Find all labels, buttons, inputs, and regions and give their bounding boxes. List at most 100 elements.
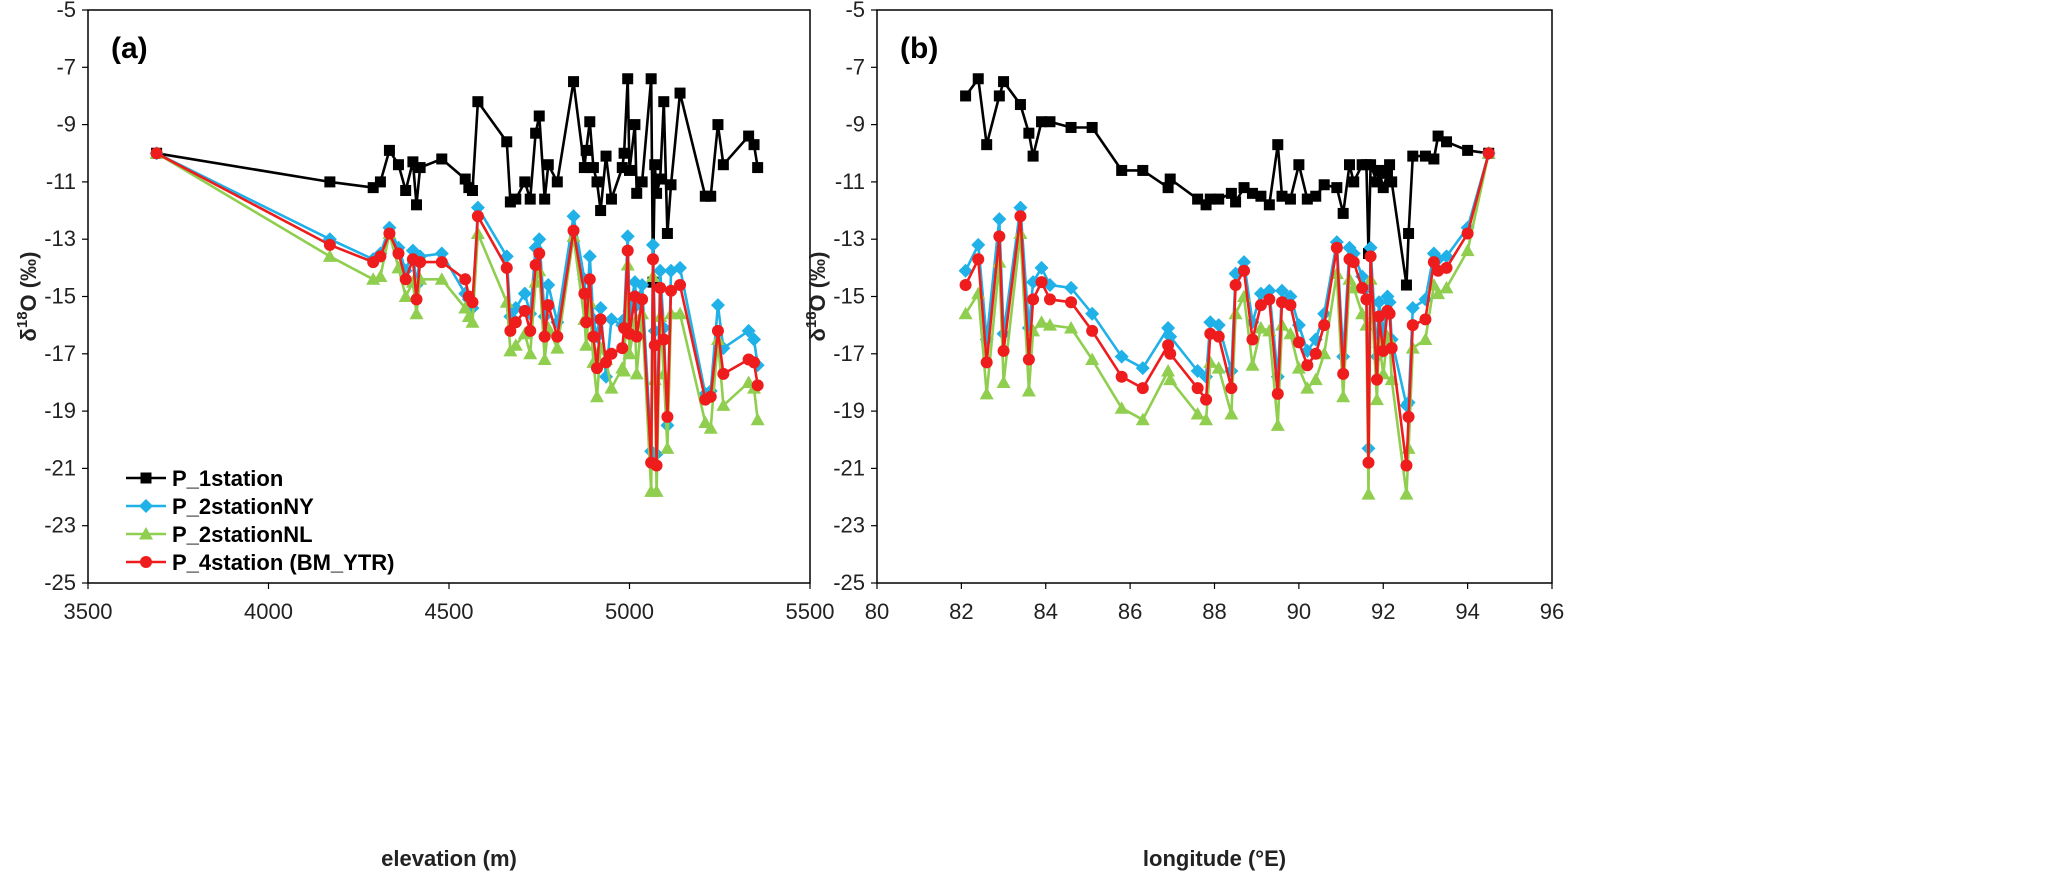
- data-point: [1164, 173, 1176, 185]
- data-point: [1238, 264, 1251, 277]
- y-tick-label: -17: [833, 341, 865, 366]
- data-point: [1136, 382, 1149, 395]
- data-point: [1406, 319, 1419, 332]
- data-point: [1163, 372, 1178, 386]
- y-tick-label: -21: [833, 455, 865, 480]
- data-point: [1192, 193, 1204, 205]
- data-point: [1270, 418, 1285, 431]
- legend-entry: P_2stationNY: [172, 494, 314, 519]
- data-point: [1482, 147, 1495, 160]
- data-point: [600, 356, 613, 369]
- data-point: [584, 116, 596, 128]
- data-point: [541, 278, 556, 293]
- data-point: [658, 96, 670, 108]
- data-point: [629, 119, 641, 131]
- data-point: [1065, 121, 1077, 133]
- data-point: [533, 110, 545, 122]
- legend-entry: P_1station: [172, 466, 283, 491]
- data-point: [1085, 352, 1100, 366]
- data-point: [1262, 283, 1277, 298]
- data-point: [591, 362, 604, 375]
- data-point: [383, 227, 396, 240]
- data-point: [1365, 159, 1377, 171]
- data-point: [998, 76, 1010, 88]
- data-point: [661, 410, 674, 423]
- data-point: [1225, 187, 1237, 199]
- data-point: [750, 412, 765, 426]
- data-point: [517, 286, 532, 301]
- data-point: [618, 147, 630, 159]
- data-point: [646, 253, 659, 266]
- data-point: [1405, 300, 1420, 315]
- data-point: [1211, 318, 1226, 333]
- data-point: [1200, 199, 1212, 211]
- data-point: [1441, 136, 1453, 148]
- data-point: [996, 375, 1011, 388]
- data-point: [1301, 359, 1314, 372]
- data-point: [624, 164, 635, 176]
- data-point: [1347, 256, 1360, 269]
- data-point: [524, 324, 537, 337]
- data-point: [651, 187, 663, 199]
- data-point: [1402, 410, 1415, 423]
- data-point: [413, 272, 428, 285]
- data-point: [636, 293, 649, 306]
- legend: P_1station P_2stationNY P_2stationNL P_4sta…: [126, 466, 394, 575]
- data-point: [1114, 401, 1129, 414]
- data-point: [604, 381, 619, 394]
- data-point: [1373, 164, 1385, 176]
- data-point: [1301, 193, 1313, 205]
- data-point: [583, 273, 596, 286]
- data-point: [434, 272, 449, 285]
- y-tick-label: -11: [835, 169, 865, 194]
- data-point: [997, 344, 1010, 357]
- data-point: [1211, 361, 1226, 374]
- data-point: [649, 159, 661, 171]
- data-point: [600, 150, 612, 162]
- data-point: [1086, 324, 1099, 337]
- data-point: [748, 139, 760, 151]
- data-point: [1137, 164, 1149, 176]
- data-point: [471, 210, 484, 223]
- data-point: [551, 330, 564, 343]
- data-point: [1043, 293, 1056, 306]
- data-point: [150, 147, 163, 160]
- data-point: [466, 184, 478, 196]
- legend-entry: P_2stationNL: [172, 522, 313, 547]
- data-point: [1310, 190, 1322, 202]
- data-point: [1356, 281, 1369, 294]
- data-point: [1431, 286, 1446, 300]
- data-point: [459, 173, 471, 185]
- y-tick-label: -19: [44, 398, 76, 423]
- data-point: [747, 332, 762, 347]
- data-point: [711, 324, 724, 337]
- data-point: [374, 250, 387, 263]
- data-point: [635, 278, 650, 293]
- data-point: [508, 338, 523, 351]
- x-axis-label: elevation (m): [381, 846, 517, 871]
- x-tick-label: 94: [1455, 599, 1479, 624]
- x-tick-label: 5500: [786, 599, 835, 624]
- data-point: [743, 130, 755, 142]
- data-point: [751, 379, 764, 392]
- legend-swatch-marker: [140, 472, 152, 484]
- data-point: [1403, 227, 1415, 239]
- data-point: [1224, 406, 1239, 420]
- data-point: [1337, 207, 1349, 219]
- data-point: [674, 279, 687, 292]
- data-point: [1115, 370, 1128, 383]
- data-point: [1400, 459, 1413, 472]
- data-point: [1419, 313, 1432, 326]
- data-point: [710, 298, 725, 313]
- data-point: [595, 205, 607, 217]
- data-point: [1371, 176, 1383, 188]
- data-point: [1400, 279, 1412, 291]
- data-point: [1384, 159, 1396, 171]
- data-point: [1237, 255, 1252, 270]
- data-point: [1293, 159, 1305, 171]
- data-point: [587, 330, 600, 343]
- data-point: [1246, 333, 1259, 346]
- y-tick-label: -25: [44, 570, 76, 595]
- x-tick-label: 88: [1202, 599, 1226, 624]
- data-point: [1275, 283, 1289, 298]
